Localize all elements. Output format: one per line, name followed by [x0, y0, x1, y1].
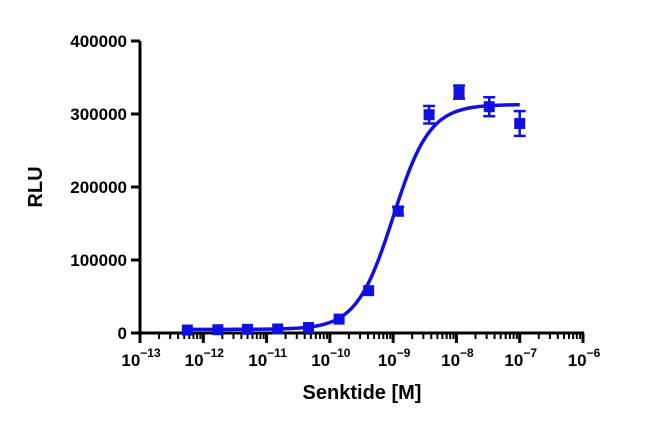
x-tick-label: 10−8 [441, 346, 474, 370]
data-points-group [181, 84, 526, 336]
data-point [363, 285, 375, 297]
data-point [392, 205, 404, 217]
y-axis-title: RLU [25, 166, 47, 207]
x-tick-label: 10−12 [185, 346, 225, 370]
data-point [483, 101, 495, 113]
data-point [242, 323, 254, 335]
data-point [181, 324, 193, 336]
x-tick-label: 10−10 [311, 346, 351, 370]
y-tick-label: 0 [118, 324, 127, 343]
x-tick-label: 10−6 [568, 346, 601, 370]
data-point [514, 117, 526, 129]
fit-curve [187, 102, 520, 332]
data-point [453, 86, 465, 98]
data-point [423, 109, 435, 121]
y-tick-label: 400000 [70, 32, 127, 51]
data-point [272, 323, 284, 335]
data-point [333, 313, 345, 325]
y-tick-label: 200000 [70, 178, 127, 197]
x-tick-label: 10−9 [378, 346, 411, 370]
y-tick-label: 300000 [70, 105, 127, 124]
y-tick-label: 100000 [70, 251, 127, 270]
data-point [303, 322, 315, 334]
data-point [212, 324, 224, 336]
x-tick-label: 10−11 [248, 346, 287, 370]
x-tick-label: 10−7 [504, 346, 537, 370]
x-axis-title: Senktide [M] [303, 382, 422, 404]
fit-curve-group [187, 102, 520, 332]
axes: 0 100000 200000 300000 400000 10−13 10−12 10−11… [70, 32, 600, 370]
x-tick-label: 10−13 [121, 346, 161, 370]
